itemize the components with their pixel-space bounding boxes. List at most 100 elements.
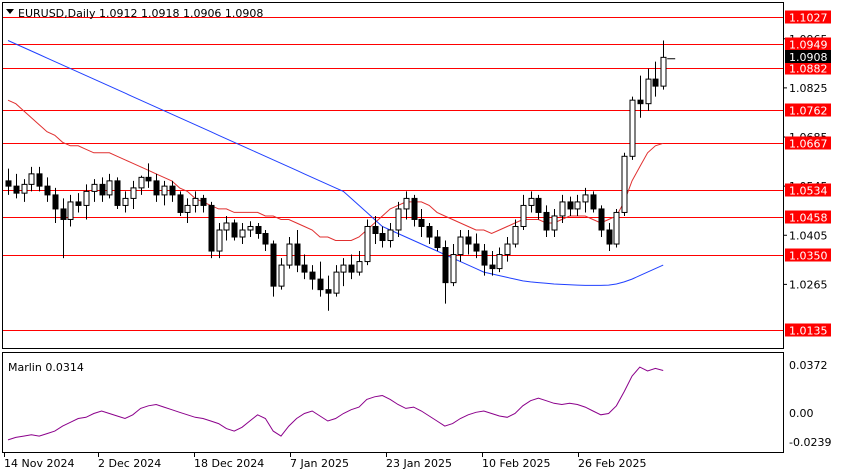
candle-body	[606, 229, 613, 245]
candle-body	[309, 271, 316, 280]
candlesticks[interactable]	[5, 40, 676, 311]
candle-body	[418, 218, 425, 227]
candle-body	[325, 289, 332, 294]
candle-body	[317, 278, 324, 291]
date-label: 7 Jan 2025	[290, 457, 349, 470]
candle	[325, 275, 332, 311]
level-label: 1.0882	[789, 63, 828, 76]
candle	[348, 254, 355, 280]
indicator-pane-frame	[2, 352, 784, 453]
candle	[652, 61, 659, 97]
candle-body	[255, 225, 262, 235]
candle-body	[286, 243, 293, 266]
candle-body	[372, 225, 379, 235]
candle-body	[496, 254, 503, 270]
candle	[364, 219, 371, 266]
candle	[637, 75, 644, 118]
candle	[403, 191, 410, 220]
candle	[473, 233, 480, 259]
candle	[512, 219, 519, 248]
candle	[192, 191, 199, 213]
level-tag	[785, 323, 831, 337]
candle	[411, 194, 418, 227]
candle	[262, 229, 269, 252]
candle	[457, 229, 464, 262]
candle	[543, 205, 550, 238]
candle-body	[192, 197, 199, 206]
candle-body	[231, 222, 238, 238]
candle-body	[559, 201, 566, 217]
candle	[621, 152, 628, 216]
candle	[504, 237, 511, 262]
candle	[528, 191, 535, 213]
level-label: 1.0350	[789, 250, 828, 263]
candle	[434, 229, 441, 252]
candle-body	[481, 250, 488, 266]
candle	[278, 258, 285, 290]
candle	[559, 194, 566, 223]
candle	[567, 196, 574, 216]
level-tag	[785, 61, 831, 75]
candle-body	[106, 180, 113, 196]
candle-body	[216, 229, 223, 252]
level-label: 1.0135	[789, 325, 828, 338]
candle	[340, 258, 347, 287]
date-axis: 14 Nov 2024 2 Dec 2024 18 Dec 2024 7 Jan 20…	[4, 453, 646, 470]
candle-body	[364, 225, 371, 263]
level-tag	[785, 136, 831, 150]
indicator-scale-bottom: -0.0239	[789, 436, 831, 449]
candle-body	[637, 99, 644, 105]
candle	[465, 229, 472, 255]
candle	[442, 240, 449, 304]
candle-body	[535, 197, 542, 213]
level-tag	[785, 183, 831, 197]
candle-body	[598, 208, 605, 231]
candle	[356, 251, 363, 276]
candle	[99, 177, 106, 202]
candle-body	[379, 233, 386, 242]
candle-body	[122, 197, 129, 206]
candle-body	[130, 187, 137, 199]
moving-average-line	[7, 40, 664, 286]
candle-body	[52, 194, 59, 210]
candle-body	[262, 233, 269, 245]
candle-body	[457, 236, 464, 256]
candle	[177, 191, 184, 216]
candle-body	[512, 225, 519, 245]
date-label: 23 Jan 2025	[386, 457, 452, 470]
candle	[270, 240, 277, 297]
candle-body	[629, 99, 636, 157]
candle-body	[83, 190, 90, 206]
oscillator-line	[7, 366, 664, 441]
candle	[231, 219, 238, 241]
candle	[645, 68, 652, 111]
price-tick-label: 1.0265	[789, 278, 828, 291]
candle	[52, 187, 59, 223]
candle-body	[36, 173, 43, 187]
candle-body	[200, 197, 207, 206]
candle-body	[301, 264, 308, 273]
candle	[122, 191, 129, 213]
candle-body	[504, 243, 511, 256]
collapse-triangle-icon[interactable]	[6, 9, 14, 14]
candle-body	[239, 229, 246, 238]
candle-body	[44, 185, 51, 196]
candle	[36, 166, 43, 192]
date-label: 10 Feb 2025	[482, 457, 550, 470]
level-label: 1.0458	[789, 212, 828, 225]
candle	[130, 180, 137, 209]
oscillator-polyline	[7, 366, 664, 441]
candle-body	[411, 197, 418, 220]
candle	[28, 166, 35, 192]
candle	[161, 180, 168, 206]
level-label: 1.0762	[789, 105, 828, 118]
candle-body	[590, 194, 597, 210]
candle-body	[208, 204, 215, 252]
candle	[372, 215, 379, 245]
candle	[114, 177, 121, 209]
candle-body	[403, 197, 410, 210]
level-price-labels: 1.1027 1.0949 1.0882 1.0762 1.0667 1.0534 1.04…	[785, 10, 831, 338]
candle	[395, 201, 402, 238]
candle-body	[138, 176, 145, 189]
